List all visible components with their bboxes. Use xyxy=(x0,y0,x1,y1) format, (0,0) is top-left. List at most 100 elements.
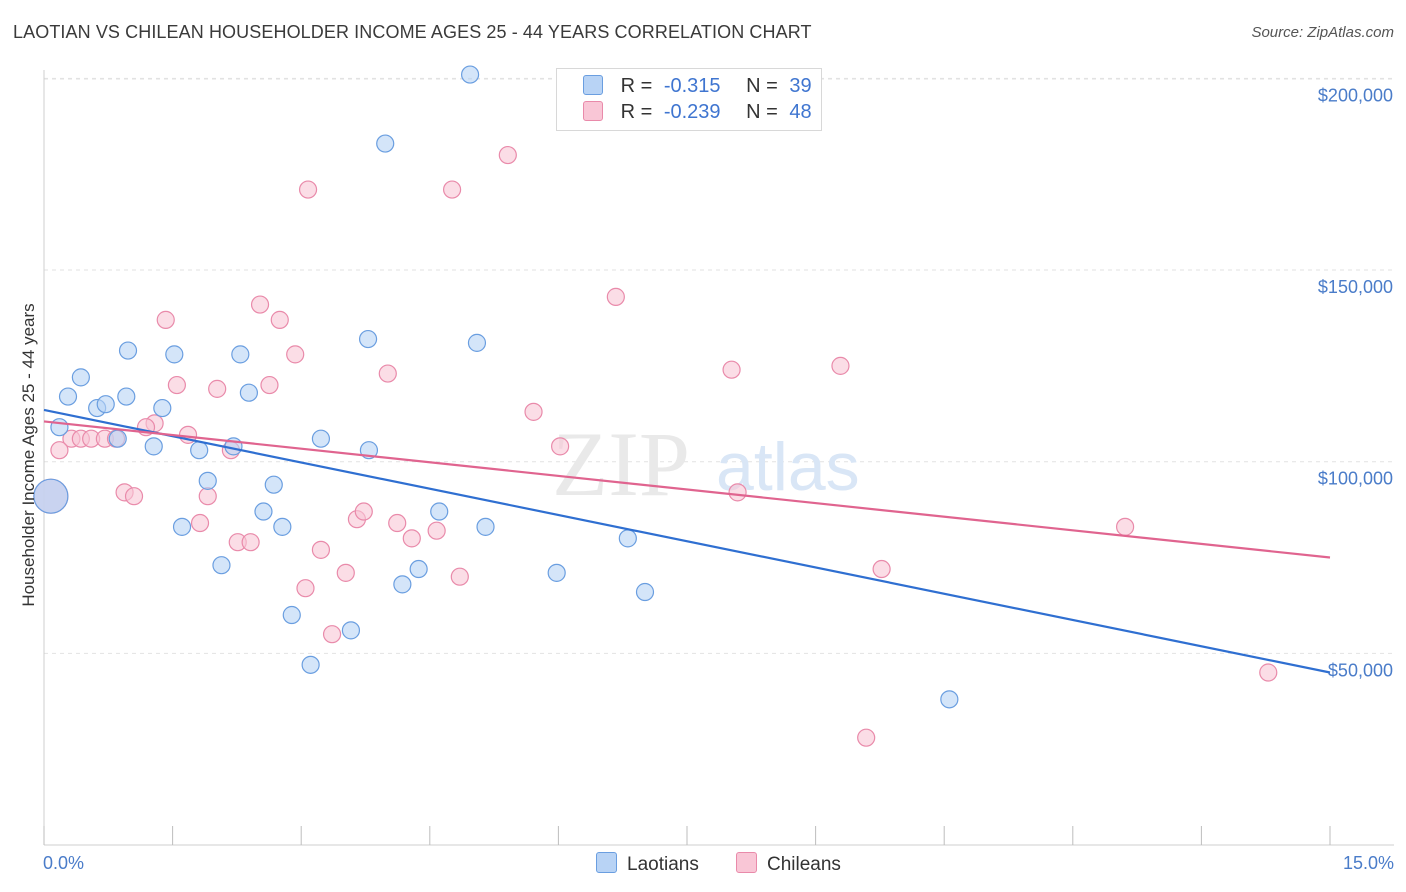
laotians-point-9 xyxy=(117,387,136,406)
laotians-point-10 xyxy=(239,383,259,402)
laotians-point-5 xyxy=(358,329,378,349)
chileans-point-13 xyxy=(208,379,227,398)
chileans-point-3 xyxy=(606,287,625,306)
watermark: ZIP atlas xyxy=(552,413,860,515)
laotians-point-28 xyxy=(476,517,495,536)
legend-row-laotians: R = -0.315 N = 39 xyxy=(583,75,812,101)
laotians-point-4 xyxy=(231,345,250,364)
chileans-point-33 xyxy=(388,513,407,533)
laotians-r-value: -0.315 xyxy=(663,75,721,97)
chileans-point-34 xyxy=(1115,517,1135,536)
axes xyxy=(43,70,1394,846)
bottom-chileans-swatch xyxy=(736,852,757,873)
chileans-trend-line xyxy=(43,420,1331,559)
laotians-n-value: 39 xyxy=(789,75,812,97)
trend-lines xyxy=(43,408,1331,674)
chileans-n-value: 48 xyxy=(789,101,812,123)
laotians-swatch xyxy=(583,75,603,95)
chileans-point-39 xyxy=(311,540,331,559)
y-tick-label-2: $150,000 xyxy=(1318,277,1393,297)
chileans-point-28 xyxy=(198,487,217,506)
chileans-point-29 xyxy=(728,483,747,502)
bottom-legend-laotians: Laotians xyxy=(596,852,699,876)
chileans-point-43 xyxy=(296,579,315,598)
chileans-point-25 xyxy=(551,437,570,456)
chileans-point-1 xyxy=(298,180,318,199)
laotians-point-32 xyxy=(393,575,412,594)
y-tick-label-3: $200,000 xyxy=(1318,85,1393,105)
chileans-point-46 xyxy=(857,728,876,747)
x-tick-label-0: 0.0% xyxy=(43,853,84,873)
laotians-point-26 xyxy=(273,517,292,536)
laotians-point-0 xyxy=(460,65,480,84)
laotians-point-16 xyxy=(144,437,163,456)
tick-labels: $50,000 $100,000 $150,000 $200,000 0.0% 15.0% xyxy=(43,85,1394,873)
laotians-point-34 xyxy=(635,582,655,602)
laotians-point-35 xyxy=(282,605,301,625)
chileans-point-41 xyxy=(450,567,469,586)
chileans-point-12 xyxy=(260,375,279,395)
laotians-point-3 xyxy=(165,345,184,364)
laotians-point-30 xyxy=(212,556,231,575)
chileans-point-6 xyxy=(270,310,289,329)
laotians-point-15 xyxy=(108,429,127,448)
chileans-point-10 xyxy=(378,364,397,383)
chileans-point-9 xyxy=(722,360,741,379)
y-axis-label: Householder Income Ages 25 - 44 years xyxy=(19,303,38,606)
laotians-n-label: N = xyxy=(746,75,778,97)
y-tick-label-1: $100,000 xyxy=(1318,469,1393,489)
laotians-r-label: R = xyxy=(620,75,653,97)
chileans-point-11 xyxy=(167,375,186,395)
laotians-point-13 xyxy=(153,398,172,418)
chileans-point-8 xyxy=(831,356,850,375)
laotians-point-37 xyxy=(301,655,320,674)
chileans-point-32 xyxy=(354,502,373,521)
laotians-point-12 xyxy=(96,395,115,414)
correlation-legend: R = -0.315 N = 39 R = -0.239 N = 48 xyxy=(556,68,822,131)
chileans-point-45 xyxy=(1259,663,1278,682)
laotians-point-36 xyxy=(341,621,361,640)
laotians-trend-line xyxy=(43,408,1331,674)
laotians-point-2 xyxy=(118,341,138,360)
laotians-point-38 xyxy=(940,690,959,709)
laotians-point-14 xyxy=(50,418,69,437)
chileans-point-44 xyxy=(322,625,342,644)
source-label: Source: ZipAtlas.com xyxy=(1251,24,1394,41)
laotians-point-25 xyxy=(254,502,273,521)
chileans-point-42 xyxy=(872,559,891,579)
laotians-point-17 xyxy=(190,441,209,460)
x-tick-label-1: 15.0% xyxy=(1343,853,1394,873)
legend-row-chileans: R = -0.239 N = 48 xyxy=(583,101,812,127)
chileans-r-label: R = xyxy=(620,101,653,123)
laotians-point-33 xyxy=(547,563,566,582)
bottom-laotians-label: Laotians xyxy=(627,854,699,875)
laotians-point-1 xyxy=(376,134,395,153)
chileans-point-2 xyxy=(442,180,462,199)
chileans-point-23 xyxy=(50,441,69,460)
laotians-point-19 xyxy=(311,429,331,448)
chart-title: LAOTIAN VS CHILEAN HOUSEHOLDER INCOME AG… xyxy=(13,22,812,42)
laotians-point-7 xyxy=(71,368,90,387)
bottom-laotians-swatch xyxy=(596,852,617,873)
chileans-point-36 xyxy=(427,521,446,540)
chileans-point-35 xyxy=(402,529,421,548)
watermark-zip: ZIP xyxy=(552,413,690,515)
chileans-point-14 xyxy=(524,402,543,421)
laotians-point-8 xyxy=(58,387,78,406)
laotians-point-27 xyxy=(430,502,449,521)
chileans-point-38 xyxy=(241,533,260,552)
grid-lines xyxy=(44,77,1394,654)
bottom-legend-chileans: Chileans xyxy=(736,852,841,876)
chileans-r-value: -0.239 xyxy=(663,101,721,123)
chileans-point-0 xyxy=(498,145,517,165)
laotians-point-22 xyxy=(264,475,283,494)
chileans-swatch xyxy=(583,101,603,121)
laotians-point-29 xyxy=(618,529,637,548)
chileans-point-27 xyxy=(124,487,144,506)
laotians-point-6 xyxy=(467,333,487,352)
laotians-point-23 xyxy=(33,478,69,514)
laotians-point-21 xyxy=(198,471,217,490)
chileans-point-40 xyxy=(336,563,355,582)
bottom-chileans-label: Chileans xyxy=(767,854,841,875)
laotians-point-24 xyxy=(172,517,192,536)
